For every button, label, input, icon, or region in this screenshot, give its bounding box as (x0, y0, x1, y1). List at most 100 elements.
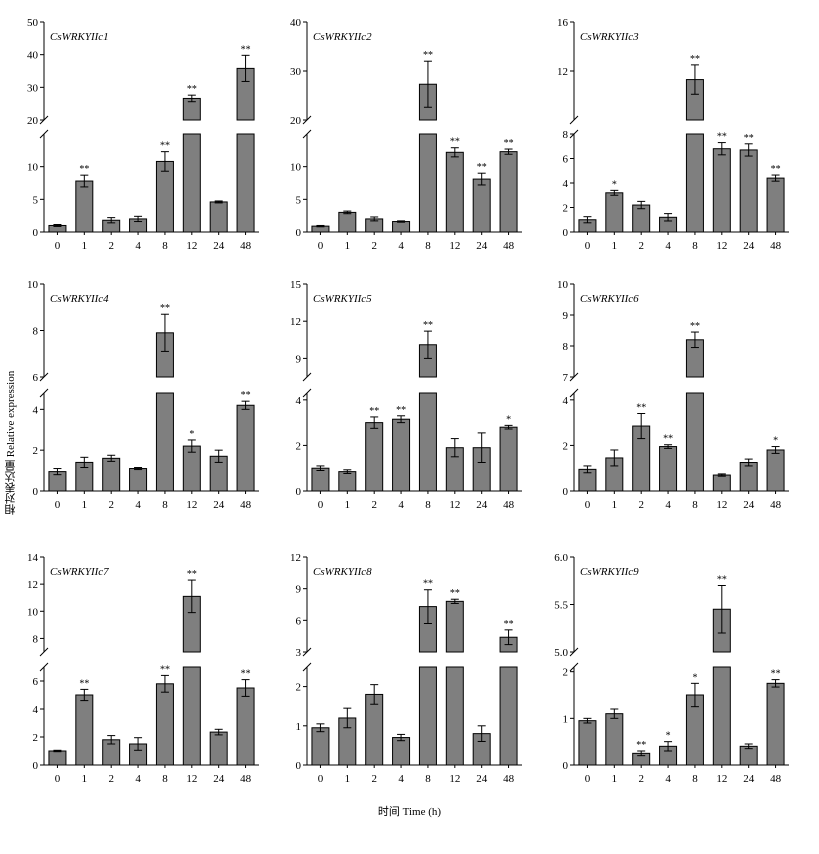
x-tick-label: 48 (240, 773, 252, 785)
significance-label: ** (79, 678, 89, 689)
significance-label: ** (187, 569, 197, 580)
significance-label: * (666, 731, 671, 742)
panel-title: CsWRKYIIc4 (50, 293, 109, 305)
bar (392, 737, 411, 766)
bar-lower (236, 133, 255, 233)
bar-lower (685, 392, 704, 492)
bar (236, 404, 255, 492)
x-tick-label: 4 (135, 240, 141, 252)
x-tick-label: 2 (638, 499, 644, 511)
x-tick-label: 12 (716, 773, 727, 785)
y-tick-label: 0 (296, 227, 302, 239)
bar (236, 687, 255, 766)
bar-lower (418, 392, 437, 492)
panel-title: CsWRKYIIc3 (580, 31, 639, 43)
bar (712, 474, 731, 492)
y-tick-label: 2 (563, 203, 569, 215)
bar-upper (445, 600, 464, 653)
x-tick-label: 24 (476, 773, 488, 785)
x-tick-label: 0 (55, 773, 61, 785)
bar (578, 720, 597, 766)
significance-label: ** (744, 133, 754, 144)
x-tick-label: 2 (108, 499, 114, 511)
y-tick-label: 0 (563, 486, 569, 498)
y-tick-label: 10 (290, 162, 302, 174)
significance-label: * (692, 672, 697, 683)
y-tick-label: 9 (296, 584, 302, 596)
significance-label: ** (636, 403, 646, 414)
panel-title: CsWRKYIIc7 (50, 566, 109, 578)
x-tick-label: 1 (82, 773, 88, 785)
x-tick-label: 12 (186, 240, 197, 252)
x-tick-label: 24 (743, 773, 755, 785)
x-tick-label: 48 (770, 240, 782, 252)
y-tick-label: 12 (27, 579, 38, 591)
significance-label: ** (79, 164, 89, 175)
y-tick-label: 8 (33, 326, 39, 338)
bar-lower (182, 666, 201, 766)
bar (338, 471, 357, 492)
y-tick-label: 1 (563, 713, 569, 725)
x-tick-label: 8 (425, 773, 431, 785)
x-tick-label: 12 (716, 240, 727, 252)
significance-label: ** (504, 619, 514, 630)
bar (48, 750, 67, 766)
bar (766, 449, 785, 492)
x-tick-label: 0 (318, 499, 324, 511)
significance-label: ** (717, 132, 727, 143)
bar (766, 177, 785, 233)
x-tick-label: 2 (108, 773, 114, 785)
x-tick-label: 0 (585, 773, 591, 785)
bar-lower (182, 133, 201, 233)
x-tick-label: 1 (345, 773, 351, 785)
x-tick-label: 12 (449, 773, 460, 785)
y-tick-label: 14 (27, 552, 39, 564)
y-tick-label: 16 (557, 17, 569, 29)
y-tick-label: 4 (33, 404, 39, 416)
y-tick-label: 4 (563, 178, 569, 190)
bar-lower (445, 666, 464, 766)
y-tick-label: 2 (296, 682, 302, 694)
x-tick-label: 8 (692, 499, 698, 511)
x-tick-label: 4 (665, 499, 671, 511)
bar (499, 151, 518, 233)
y-tick-label: 6 (563, 154, 569, 166)
y-tick-label: 0 (563, 760, 569, 772)
y-tick-label: 40 (27, 50, 39, 62)
y-tick-label: 12 (290, 316, 301, 328)
y-tick-label: 9 (296, 353, 302, 365)
bar (499, 426, 518, 492)
x-tick-label: 24 (743, 240, 755, 252)
y-tick-label: 7 (563, 372, 569, 384)
significance-label: * (189, 429, 194, 440)
axis-break-mark (569, 115, 579, 125)
x-tick-label: 1 (612, 240, 618, 252)
x-tick-label: 12 (186, 773, 197, 785)
y-tick-label: 10 (27, 162, 39, 174)
y-tick-label: 5 (296, 194, 302, 206)
x-tick-label: 24 (476, 499, 488, 511)
significance-label: ** (160, 664, 170, 675)
significance-label: ** (423, 579, 433, 590)
y-tick-label: 10 (27, 279, 39, 291)
y-tick-label: 2 (296, 440, 302, 452)
significance-label: ** (477, 162, 487, 173)
y-tick-label: 2 (563, 440, 569, 452)
y-tick-label: 5 (33, 194, 39, 206)
bar-lower (418, 133, 437, 233)
bar (739, 149, 758, 233)
bar (445, 151, 464, 233)
x-tick-label: 48 (770, 499, 782, 511)
bar (365, 422, 384, 492)
x-tick-label: 8 (162, 499, 168, 511)
bar (659, 446, 678, 492)
x-tick-label: 8 (425, 499, 431, 511)
y-tick-label: 2 (563, 667, 569, 679)
panel-title: CsWRKYIIc8 (313, 566, 372, 578)
y-tick-label: 50 (27, 17, 39, 29)
significance-label: * (506, 414, 511, 425)
